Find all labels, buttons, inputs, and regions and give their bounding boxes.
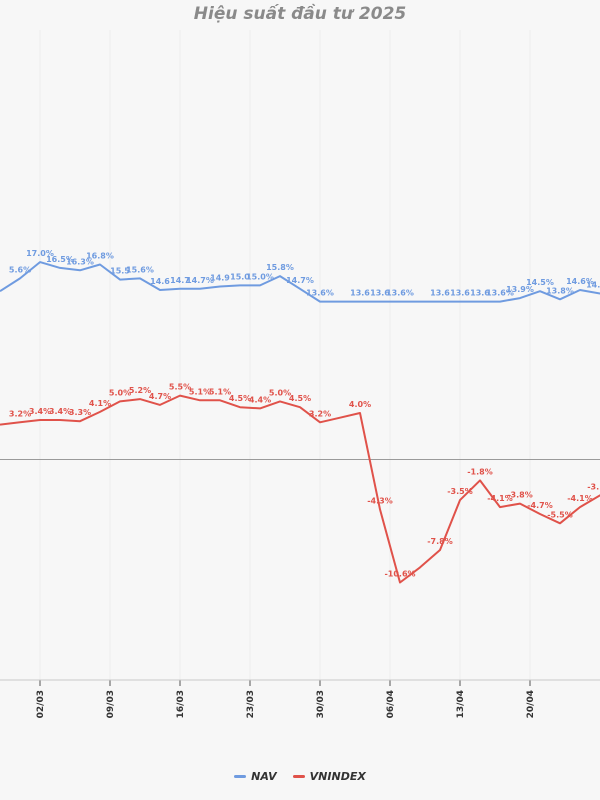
x-tick-label: 30/03: [316, 690, 326, 718]
data-label: -4.3%: [367, 496, 393, 505]
data-label: 13.8%: [546, 286, 574, 295]
data-label: 14.7%: [186, 276, 214, 285]
data-label: 15.0%: [246, 272, 274, 281]
data-label: 15.5: [110, 267, 130, 276]
data-label: 14.7%: [286, 276, 314, 285]
data-label: 5.1%: [189, 387, 211, 396]
data-label: 5.0%: [269, 388, 291, 397]
data-label: -10.6%: [384, 570, 415, 579]
data-label: 16.5%: [46, 255, 74, 264]
data-label: 14.6: [150, 277, 170, 286]
series-line-nav: [0, 261, 600, 303]
legend-swatch-nav: [234, 775, 247, 778]
data-label: 15.0: [230, 272, 250, 281]
x-tick-label: 02/03: [36, 690, 46, 718]
data-label: 13.6%: [486, 289, 514, 298]
data-label: 4.1%: [89, 399, 111, 408]
data-label: 3.4%: [49, 407, 71, 416]
data-label: 5.0%: [109, 388, 131, 397]
data-label: 3.4%: [29, 407, 51, 416]
legend-label-vnindex: VNINDEX: [309, 770, 366, 783]
data-label: -4.7%: [527, 501, 553, 510]
data-label: -5.5%: [547, 510, 573, 519]
legend-item-vnindex[interactable]: VNINDEX: [292, 770, 366, 783]
data-label: 3.2%: [9, 409, 31, 418]
data-label: -3.8%: [507, 491, 533, 500]
data-label: -1.8%: [467, 467, 493, 476]
x-tick-label: 09/03: [106, 690, 116, 718]
series-line-vnindex: [0, 394, 600, 584]
data-label: 13.6: [370, 289, 390, 298]
data-label: 3.2%: [309, 409, 331, 418]
data-label: 13.6: [350, 289, 370, 298]
data-label: 13.6: [430, 289, 450, 298]
data-label: 14.5%: [526, 278, 554, 287]
data-label: 13.6: [450, 289, 470, 298]
data-label: 16.3%: [66, 257, 94, 266]
legend-item-nav[interactable]: NAV: [234, 770, 277, 783]
x-tick-label: 13/04: [456, 690, 466, 718]
data-label: -3.1%: [587, 482, 600, 491]
data-label: 14.6%: [566, 277, 594, 286]
data-label: -4.1%: [487, 494, 513, 503]
data-label: 4.5%: [289, 394, 311, 403]
legend-swatch-vnindex: [292, 775, 305, 778]
data-label: 13.6: [470, 289, 490, 298]
x-tick-label: 16/03: [176, 690, 186, 718]
data-label: 4.5%: [229, 394, 251, 403]
data-label: -3.5%: [447, 487, 473, 496]
data-label: 13.9%: [506, 285, 534, 294]
data-label: 13.6%: [386, 289, 414, 298]
data-label: 4.7%: [149, 392, 171, 401]
data-label: 5.5%: [169, 383, 191, 392]
chart-title: Hiệu suất đầu tư 2025: [193, 4, 407, 24]
data-label: 15.8%: [266, 263, 294, 272]
data-label: 4.0%: [349, 400, 371, 409]
data-label: 16.8%: [86, 251, 114, 260]
data-label: 14.7: [170, 276, 190, 285]
data-label: 3.3%: [69, 408, 91, 417]
x-tick-label: 23/03: [246, 690, 256, 718]
x-tick-label: 06/04: [386, 690, 396, 718]
data-label: -7.8%: [427, 537, 453, 546]
data-label: 5.6%: [9, 265, 31, 274]
x-tick-label: 20/04: [526, 690, 536, 718]
data-label: 4.4%: [249, 395, 271, 404]
data-label: 15.6%: [126, 265, 154, 274]
legend-label-nav: NAV: [251, 770, 277, 783]
legend: NAV VNINDEX: [0, 770, 600, 783]
data-label: 5.2%: [129, 386, 151, 395]
data-label: 17.0%: [26, 249, 54, 258]
data-label: 5.1%: [209, 387, 231, 396]
data-label: 14.3%: [586, 280, 600, 289]
data-label: 14.9: [210, 274, 230, 283]
data-label: -4.1%: [567, 494, 593, 503]
data-label: 13.6%: [306, 289, 334, 298]
